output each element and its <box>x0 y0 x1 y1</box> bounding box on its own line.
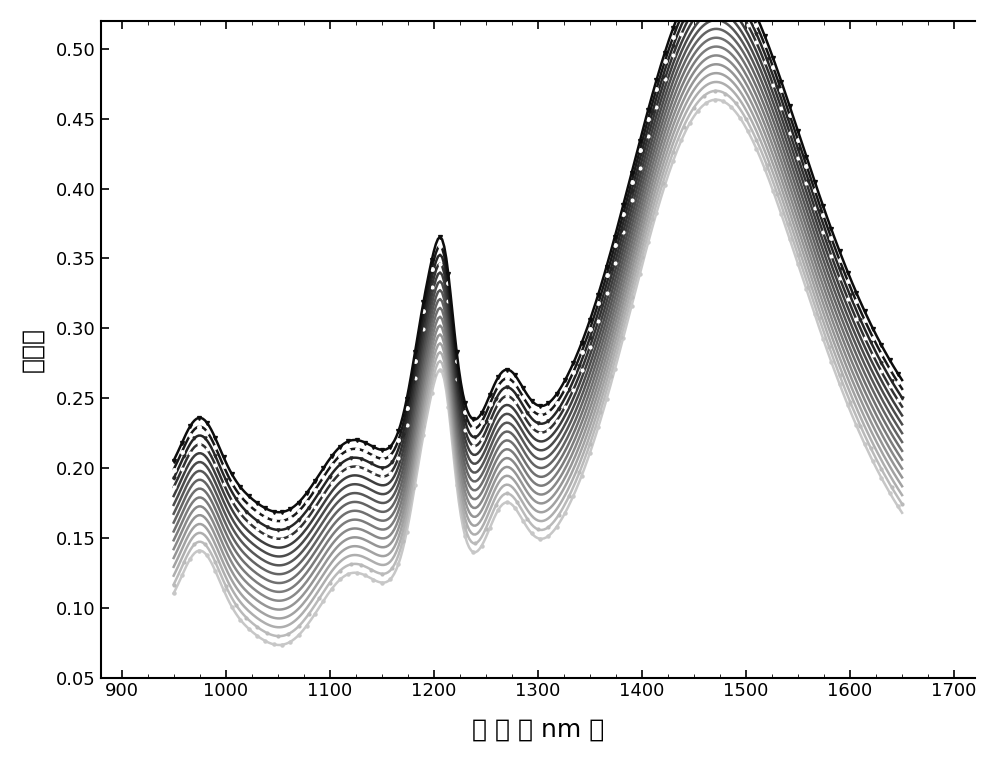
Y-axis label: 吸光度: 吸光度 <box>21 327 45 372</box>
X-axis label: 波 长 （ nm ）: 波 长 （ nm ） <box>472 717 604 741</box>
